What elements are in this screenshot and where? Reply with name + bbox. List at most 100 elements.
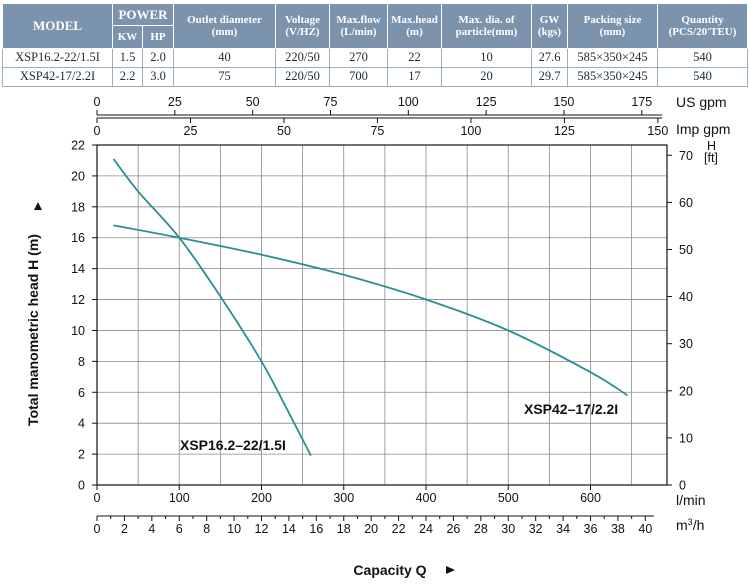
y-tick-label: 8 (78, 355, 85, 369)
cell-packing: 585×350×245 (567, 66, 658, 88)
cell-maxhead: 17 (387, 66, 442, 88)
m3h-tick-label: 18 (337, 522, 351, 536)
header-maxhead: Max.head (m) (387, 3, 442, 49)
us-gpm-tick-label: 75 (324, 95, 338, 109)
series-label-xsp16: XSP16.2–22/1.5I (180, 437, 286, 453)
y-axis-title: Total manometric head H (m) (25, 234, 41, 426)
y-tick-label: 0 (78, 479, 85, 493)
ft-tick-label: 70 (679, 149, 693, 163)
imp-gpm-tick-label: 100 (460, 124, 481, 138)
us-gpm-unit: US gpm (676, 94, 727, 110)
y-tick-label: 10 (71, 324, 85, 338)
y-tick-label: 20 (71, 169, 85, 183)
cell-outlet: 75 (173, 66, 276, 88)
x-tick-label: 0 (94, 491, 101, 505)
m3h-tick-label: 32 (529, 522, 543, 536)
imp-gpm-tick-label: 25 (184, 124, 198, 138)
m3h-tick-label: 0 (94, 522, 101, 536)
cell-kw: 2.2 (112, 66, 143, 88)
cell-outlet: 40 (173, 47, 276, 68)
x-tick-label: 100 (169, 491, 190, 505)
imp-gpm-tick-label: 150 (647, 124, 668, 138)
cell-voltage: 220/50 (275, 47, 330, 68)
series-line-xsp42 (113, 224, 628, 397)
y-tick-label: 6 (78, 386, 85, 400)
y-axis-arrow-icon (34, 202, 42, 210)
header-hp: HP (142, 25, 174, 49)
header-packing: Packing size (mm) (567, 3, 658, 49)
cell-hp: 2.0 (142, 47, 174, 68)
imp-gpm-unit: Imp gpm (676, 121, 730, 137)
x-tick-label: 600 (580, 491, 601, 505)
m3h-tick-label: 12 (255, 522, 269, 536)
ft-tick-label: 60 (679, 196, 693, 210)
cell-quantity: 540 (657, 47, 748, 68)
cell-maxflow: 700 (329, 66, 388, 88)
y-tick-label: 18 (71, 200, 85, 214)
cell-packing: 585×350×245 (567, 47, 658, 68)
x-tick-label: 500 (498, 491, 519, 505)
cell-maxflow: 270 (329, 47, 388, 68)
ft-unit-ft: [ft] (704, 151, 718, 165)
cell-hp: 3.0 (142, 66, 174, 88)
x-axis-arrow-icon (446, 566, 455, 574)
imp-gpm-tick-label: 0 (94, 124, 101, 138)
ft-tick-label: 30 (679, 337, 693, 351)
header-outlet: Outlet diameter (mm) (173, 3, 276, 49)
header-maxflow: Max.flow (L/min) (329, 3, 388, 49)
m3h-tick-label: 30 (501, 522, 515, 536)
m3h-tick-label: 4 (148, 522, 155, 536)
performance-curves (112, 158, 628, 457)
header-kw: KW (112, 25, 143, 49)
y-tick-label: 22 (71, 139, 85, 153)
m3h-tick-label: 14 (282, 522, 296, 536)
m3h-tick-label: 10 (227, 522, 241, 536)
cell-voltage: 220/50 (275, 66, 330, 88)
header-model: MODEL (2, 3, 113, 49)
x-tick-label: 300 (333, 491, 354, 505)
cell-particle: 10 (441, 47, 532, 68)
y-tick-label: 2 (78, 448, 85, 462)
ft-unit-h: H (707, 139, 716, 153)
m3h-tick-label: 28 (474, 522, 488, 536)
header-gw: GW (kgs) (531, 3, 568, 49)
m3h-tick-label: 24 (419, 522, 433, 536)
us-gpm-tick-label: 175 (631, 95, 652, 109)
grid-lines (97, 145, 667, 485)
header-quantity: Quantity (PCS/20'TEU) (657, 3, 748, 49)
y-tick-label: 4 (78, 417, 85, 431)
cell-gw: 29.7 (531, 66, 568, 88)
cell-particle: 20 (441, 66, 532, 88)
us-gpm-tick-label: 25 (168, 95, 182, 109)
ft-tick-label: 0 (679, 479, 686, 493)
m3h-tick-label: 26 (446, 522, 460, 536)
y-tick-label: 12 (71, 293, 85, 307)
m3h-unit: m3/h (676, 517, 704, 533)
imp-gpm-tick-label: 125 (554, 124, 575, 138)
m3h-tick-label: 6 (176, 522, 183, 536)
x-tick-label: 400 (416, 491, 437, 505)
us-gpm-tick-label: 125 (476, 95, 497, 109)
cell-kw: 1.5 (112, 47, 143, 68)
imp-gpm-tick-label: 50 (277, 124, 291, 138)
m3h-tick-label: 16 (309, 522, 323, 536)
y-tick-label: 16 (71, 231, 85, 245)
plot-frame (96, 144, 668, 486)
table-row: XSP16.2-22/1.5I 1.5 2.0 40 220/50 270 22… (2, 47, 748, 68)
ft-tick-label: 40 (679, 290, 693, 304)
table-row: XSP42-17/2.2I 2.2 3.0 75 220/50 700 17 2… (2, 66, 748, 88)
imp-gpm-tick-label: 75 (370, 124, 384, 138)
lmin-unit: l/min (676, 492, 706, 508)
m3h-tick-label: 38 (611, 522, 625, 536)
x-axis-title: Capacity Q (353, 562, 426, 578)
header-power: POWER (112, 2, 174, 27)
m3h-tick-label: 40 (638, 522, 652, 536)
m3h-tick-label: 36 (584, 522, 598, 536)
us-gpm-tick-label: 50 (246, 95, 260, 109)
us-gpm-tick-label: 150 (554, 95, 575, 109)
ft-tick-label: 10 (679, 431, 693, 445)
cell-quantity: 540 (657, 66, 748, 88)
cell-model: XSP16.2-22/1.5I (2, 47, 113, 68)
